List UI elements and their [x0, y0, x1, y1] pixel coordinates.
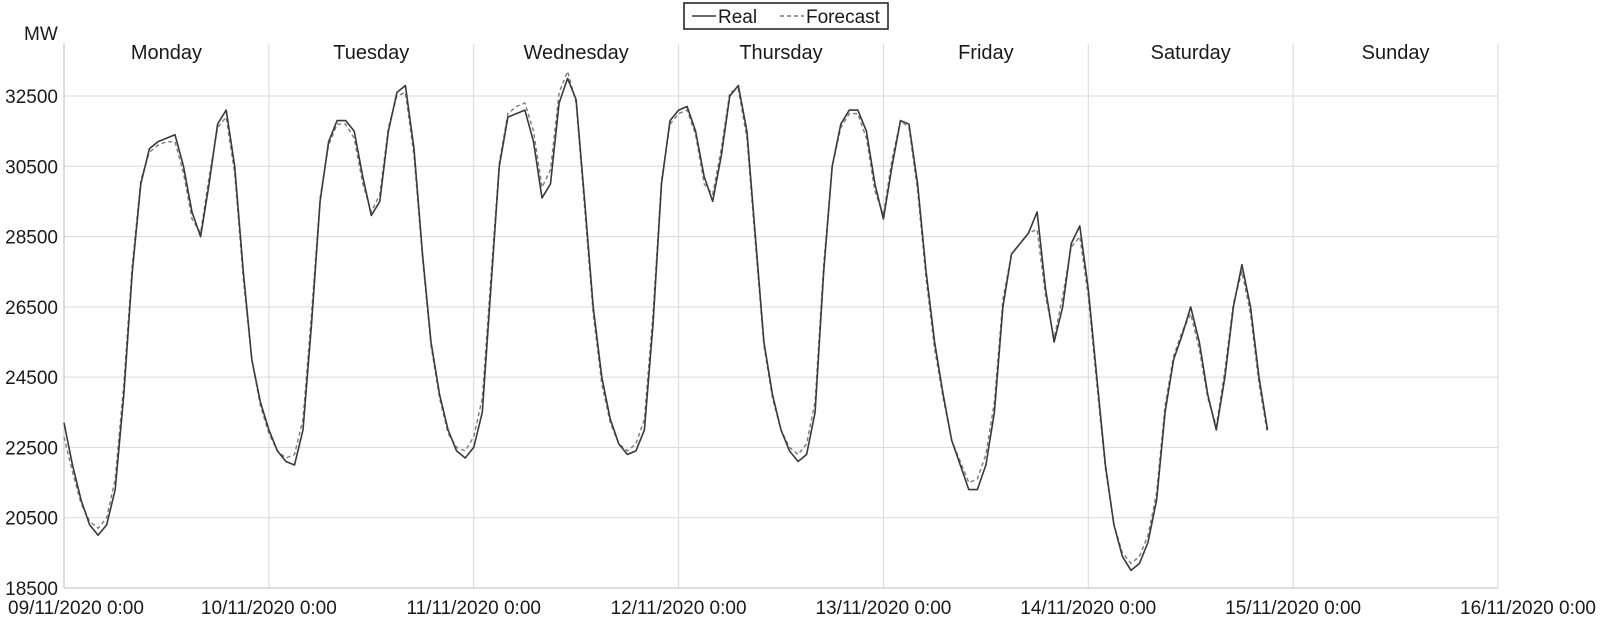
axes: [63, 44, 1498, 589]
x-tick-label: 10/11/2020 0:00: [201, 598, 337, 619]
y-tick-label: 28500: [5, 228, 58, 249]
y-tick-label: 20500: [5, 509, 58, 530]
y-tick-label: 18500: [5, 579, 58, 600]
x-tick-label: 14/11/2020 0:00: [1020, 598, 1156, 619]
x-axis-ticks: 09/11/2020 0:00 10/11/2020 0:00 11/11/2020…: [8, 598, 1596, 619]
series-line-real: [63, 77, 1269, 572]
day-label: Sunday: [1362, 42, 1430, 64]
day-label: Friday: [958, 42, 1014, 64]
legend: Real Forecast: [683, 2, 889, 30]
day-label: Saturday: [1151, 42, 1231, 64]
y-tick-label: 32500: [5, 87, 58, 108]
y-tick-label: 22500: [5, 438, 58, 459]
day-label: Wednesday: [524, 42, 629, 64]
y-axis-ticks: 18500 20500 22500 24500 26500 28500 30500 32500: [5, 87, 58, 600]
series-lines: [63, 70, 1269, 572]
legend-label: Real: [718, 7, 757, 28]
y-tick-label: 24500: [5, 368, 58, 389]
y-axis-title: MW: [24, 24, 58, 45]
y-tick-label: 26500: [5, 298, 58, 319]
y-tick-label: 30500: [5, 157, 58, 178]
day-label: Thursday: [739, 42, 822, 64]
x-tick-label: 09/11/2020 0:00: [8, 598, 144, 619]
x-tick-label: 16/11/2020 0:00: [1460, 598, 1596, 619]
x-tick-label: 15/11/2020 0:00: [1225, 598, 1361, 619]
x-tick-label: 11/11/2020 0:00: [406, 598, 541, 619]
series-line-forecast: [63, 70, 1269, 565]
grid-lines: [64, 95, 1498, 519]
day-separators: [268, 44, 1499, 588]
day-label: Monday: [131, 42, 202, 64]
x-tick-label: 13/11/2020 0:00: [815, 598, 951, 619]
day-labels: Monday Tuesday Wednesday Thursday Friday Satu…: [131, 42, 1430, 64]
day-label: Tuesday: [333, 42, 409, 64]
legend-label: Forecast: [806, 7, 881, 28]
legend-box: [683, 2, 889, 30]
x-tick-label: 12/11/2020 0:00: [611, 598, 747, 619]
